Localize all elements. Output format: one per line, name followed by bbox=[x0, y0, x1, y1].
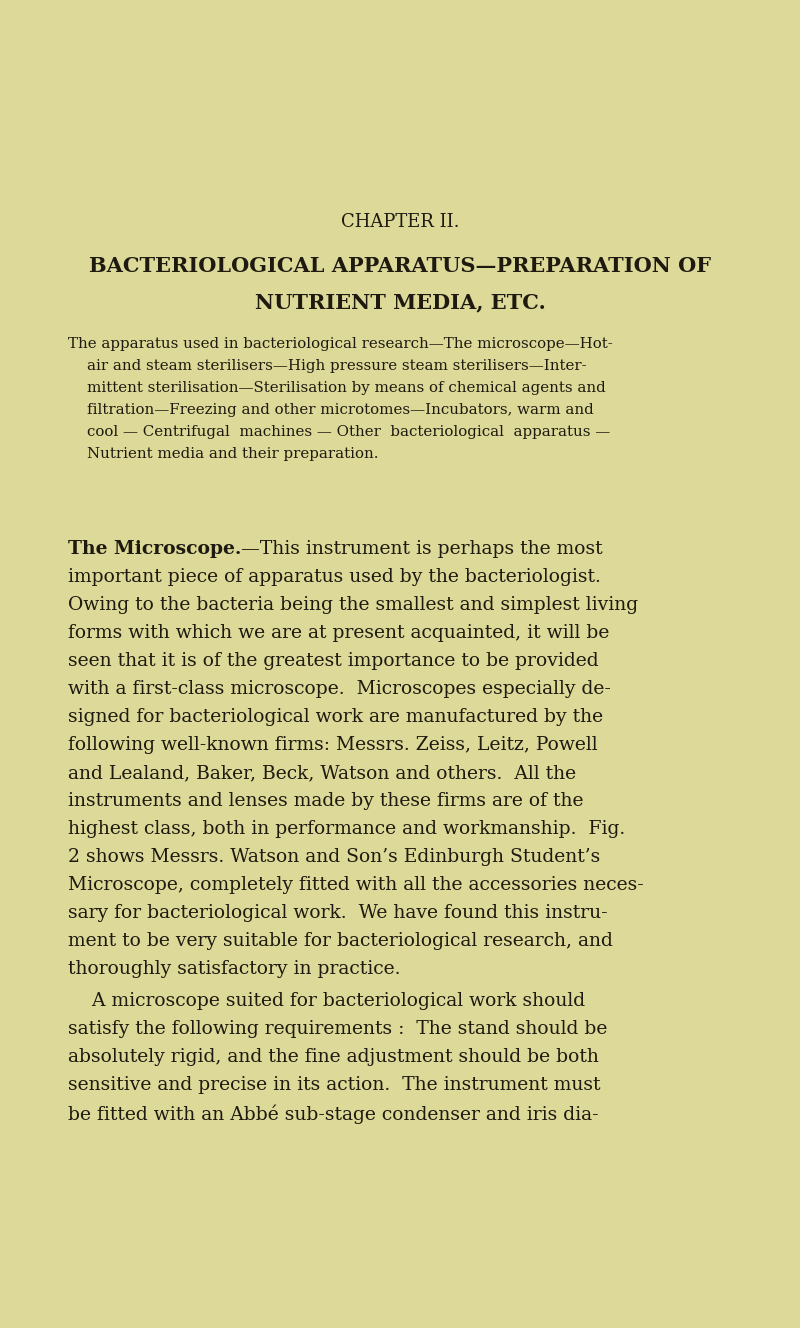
Text: with a first-class microscope.  Microscopes especially de-: with a first-class microscope. Microscop… bbox=[68, 680, 611, 699]
Text: satisfy the following requirements :  The stand should be: satisfy the following requirements : The… bbox=[68, 1020, 607, 1038]
Text: important piece of apparatus used by the bacteriologist.: important piece of apparatus used by the… bbox=[68, 568, 601, 586]
Text: A microscope suited for bacteriological work should: A microscope suited for bacteriological … bbox=[68, 992, 585, 1011]
Text: sary for bacteriological work.  We have found this instru-: sary for bacteriological work. We have f… bbox=[68, 904, 608, 922]
Text: signed for bacteriological work are manufactured by the: signed for bacteriological work are manu… bbox=[68, 708, 603, 726]
Text: 2 shows Messrs. Watson and Son’s Edinburgh Student’s: 2 shows Messrs. Watson and Son’s Edinbur… bbox=[68, 849, 600, 866]
Text: sensitive and precise in its action.  The instrument must: sensitive and precise in its action. The… bbox=[68, 1076, 601, 1094]
Text: Nutrient media and their preparation.: Nutrient media and their preparation. bbox=[68, 448, 378, 461]
Text: following well-known firms: Messrs. Zeiss, Leitz, Powell: following well-known firms: Messrs. Zeis… bbox=[68, 736, 598, 754]
Text: CHAPTER II.: CHAPTER II. bbox=[341, 212, 459, 231]
Text: The apparatus used in bacteriological research—The microscope—Hot-: The apparatus used in bacteriological re… bbox=[68, 337, 613, 351]
Text: —This instrument is perhaps the most: —This instrument is perhaps the most bbox=[242, 540, 603, 558]
Text: filtration—Freezing and other microtomes—Incubators, warm and: filtration—Freezing and other microtomes… bbox=[68, 402, 594, 417]
Text: cool — Centrifugal  machines — Other  bacteriological  apparatus —: cool — Centrifugal machines — Other bact… bbox=[68, 425, 610, 440]
Text: and Lealand, Baker, Beck, Watson and others.  All the: and Lealand, Baker, Beck, Watson and oth… bbox=[68, 764, 576, 782]
Text: mittent sterilisation—Sterilisation by means of chemical agents and: mittent sterilisation—Sterilisation by m… bbox=[68, 381, 606, 394]
Text: seen that it is of the greatest importance to be provided: seen that it is of the greatest importan… bbox=[68, 652, 598, 671]
Text: be fitted with an Abbé sub-stage condenser and iris dia-: be fitted with an Abbé sub-stage condens… bbox=[68, 1104, 598, 1123]
Text: Microscope, completely fitted with all the accessories neces-: Microscope, completely fitted with all t… bbox=[68, 876, 644, 894]
Text: absolutely rigid, and the fine adjustment should be both: absolutely rigid, and the fine adjustmen… bbox=[68, 1048, 599, 1066]
Text: air and steam sterilisers—High pressure steam sterilisers—Inter-: air and steam sterilisers—High pressure … bbox=[68, 359, 586, 373]
Text: Owing to the bacteria being the smallest and simplest living: Owing to the bacteria being the smallest… bbox=[68, 596, 638, 614]
Text: NUTRIENT MEDIA, ETC.: NUTRIENT MEDIA, ETC. bbox=[254, 292, 546, 312]
Text: BACTERIOLOGICAL APPARATUS—PREPARATION OF: BACTERIOLOGICAL APPARATUS—PREPARATION OF bbox=[89, 256, 711, 276]
Text: highest class, both in performance and workmanship.  Fig.: highest class, both in performance and w… bbox=[68, 819, 626, 838]
Text: The Microscope.: The Microscope. bbox=[68, 540, 242, 558]
Text: ment to be very suitable for bacteriological research, and: ment to be very suitable for bacteriolog… bbox=[68, 932, 613, 950]
Text: instruments and lenses made by these firms are of the: instruments and lenses made by these fir… bbox=[68, 791, 583, 810]
Text: thoroughly satisfactory in practice.: thoroughly satisfactory in practice. bbox=[68, 960, 401, 977]
Text: forms with which we are at present acquainted, it will be: forms with which we are at present acqua… bbox=[68, 624, 610, 641]
